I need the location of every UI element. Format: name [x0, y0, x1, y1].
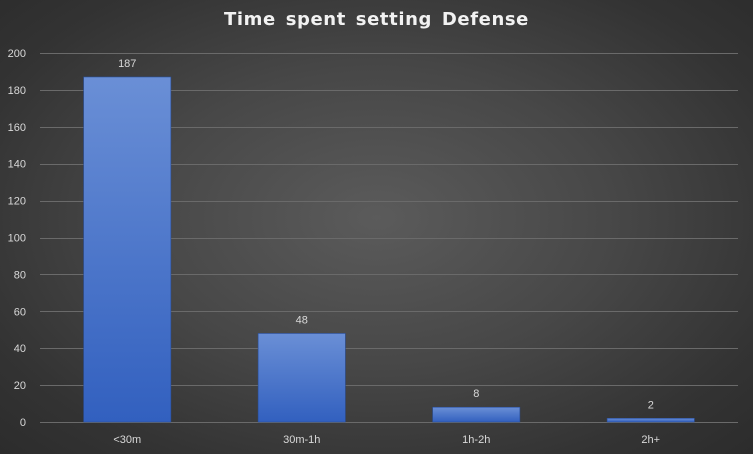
y-axis: 0 20 40 60 80 100 120 140 160 180 200 — [8, 48, 26, 429]
x-tick-label: 2h+ — [641, 434, 660, 446]
bar — [83, 76, 172, 423]
y-tick-label: 140 — [8, 159, 26, 171]
data-labels: 187 48 8 2 — [118, 58, 654, 411]
x-tick-label: <30m — [113, 434, 141, 446]
y-tick-label: 0 — [20, 417, 26, 429]
bars — [83, 76, 695, 423]
y-tick-label: 80 — [14, 269, 26, 281]
bar — [257, 333, 346, 423]
y-tick-label: 120 — [8, 196, 26, 208]
y-tick-label: 60 — [14, 306, 26, 318]
data-label: 48 — [296, 314, 308, 326]
y-tick-label: 100 — [8, 233, 26, 245]
y-tick-label: 200 — [8, 48, 26, 60]
x-axis: <30m 30m-1h 1h-2h 2h+ — [113, 434, 660, 446]
y-tick-label: 180 — [8, 85, 26, 97]
data-label: 187 — [118, 58, 136, 70]
x-tick-label: 30m-1h — [283, 434, 320, 446]
x-tick-label: 1h-2h — [462, 434, 490, 446]
data-label: 2 — [648, 399, 654, 411]
y-tick-label: 160 — [8, 122, 26, 134]
bar — [606, 418, 695, 423]
y-tick-label: 20 — [14, 380, 26, 392]
bar — [432, 406, 521, 423]
data-label: 8 — [473, 388, 479, 400]
y-tick-label: 40 — [14, 343, 26, 355]
chart-title: Time spent setting Defense — [224, 9, 529, 30]
